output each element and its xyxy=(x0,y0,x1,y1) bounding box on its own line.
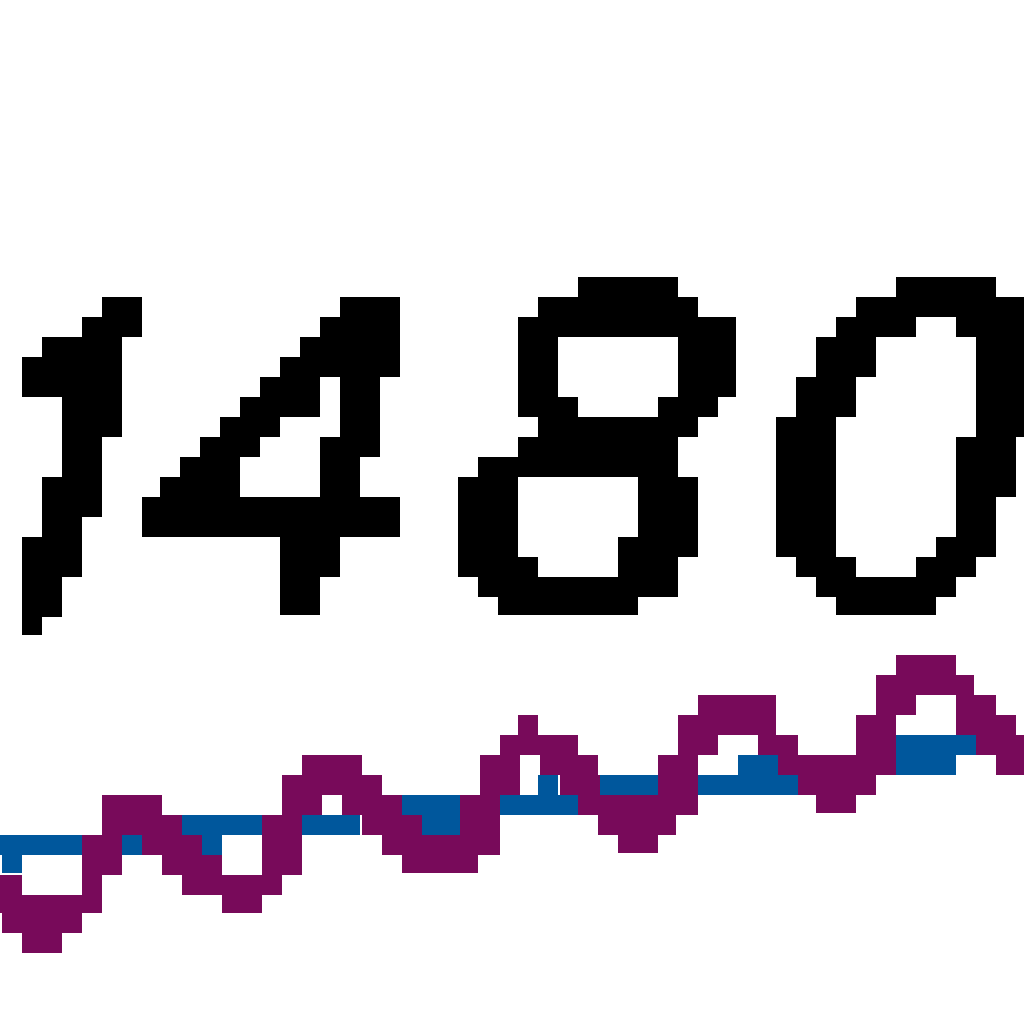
captcha-digit-8 xyxy=(458,277,736,615)
captcha-noise-line-blue xyxy=(0,735,976,873)
captcha-digit-4 xyxy=(142,297,400,615)
captcha-digit-0 xyxy=(776,277,1024,615)
captcha-noise-line-purple xyxy=(0,655,1024,953)
captcha-digit-1 xyxy=(22,297,142,635)
